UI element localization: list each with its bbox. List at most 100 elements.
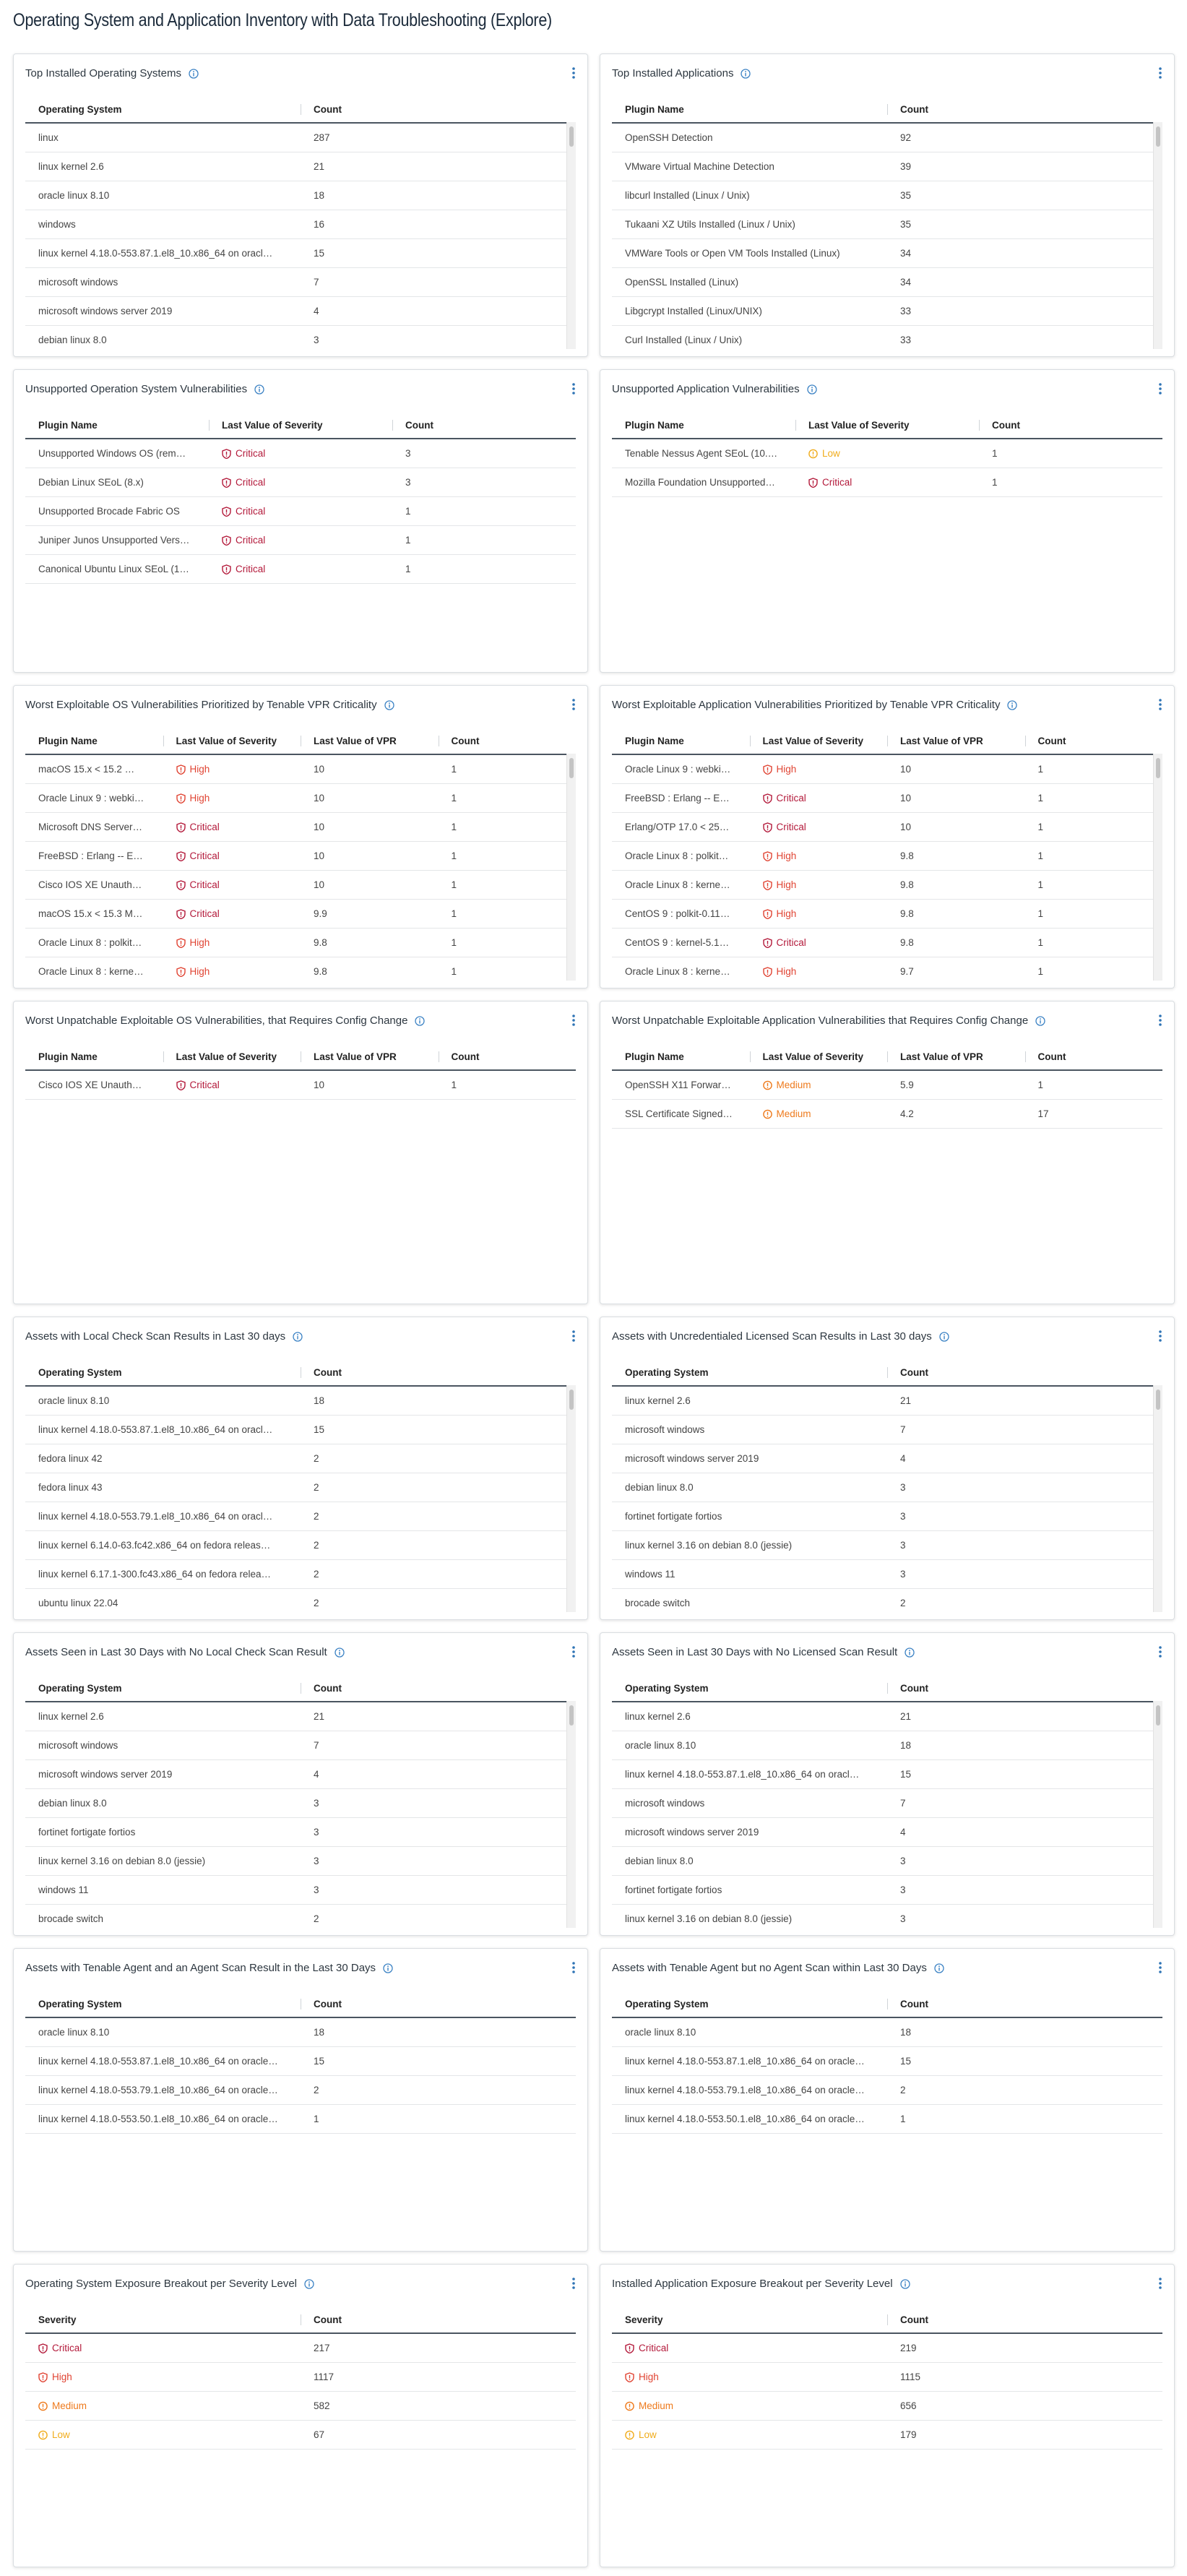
info-icon[interactable] xyxy=(384,699,394,710)
panel-menu[interactable] xyxy=(1155,66,1165,80)
table-header: Operating System Count xyxy=(25,96,576,124)
panel-menu[interactable] xyxy=(1155,1013,1165,1028)
cell-text: 3 xyxy=(405,448,411,459)
table-cell: 2 xyxy=(301,1482,576,1493)
column-header: Count xyxy=(1024,1051,1163,1062)
panel-menu[interactable] xyxy=(569,2276,579,2291)
info-icon[interactable] xyxy=(254,384,264,395)
cell-text: microsoft windows xyxy=(38,277,118,288)
column-header: Count xyxy=(887,2314,1162,2325)
cell-text: 5.9 xyxy=(900,1080,914,1090)
scrollbar-thumb[interactable] xyxy=(569,126,574,147)
table-row: Tenable Nessus Agent SEoL (10.… Low 1 xyxy=(612,439,1162,468)
info-icon[interactable] xyxy=(334,1647,345,1658)
table-cell: 3 xyxy=(301,1856,576,1866)
table-cell: 9.7 xyxy=(887,966,1025,977)
severity-label: Critical xyxy=(822,477,853,488)
info-icon[interactable] xyxy=(1035,1015,1045,1026)
table-row: windows 11 3 xyxy=(612,1560,1162,1589)
table-cell: Tukaani XZ Utils Installed (Linux / Unix… xyxy=(612,219,887,230)
info-icon[interactable] xyxy=(293,1331,303,1342)
scrollbar-thumb[interactable] xyxy=(569,1705,574,1726)
panel-menu[interactable] xyxy=(569,66,579,80)
panel-menu[interactable] xyxy=(569,1960,579,1975)
cell-text: 15 xyxy=(900,2056,912,2067)
scrollbar-thumb[interactable] xyxy=(1156,758,1160,778)
table-header: Plugin Name Count xyxy=(612,96,1162,124)
scrollbar[interactable] xyxy=(566,1701,576,1928)
cell-text: 3 xyxy=(900,1482,906,1493)
panel-menu[interactable] xyxy=(1155,1645,1165,1659)
scrollbar-thumb[interactable] xyxy=(1156,1390,1160,1410)
panel: Assets with Tenable Agent and an Agent S… xyxy=(13,1948,588,2252)
info-icon[interactable] xyxy=(383,1963,393,1973)
table-cell: 1 xyxy=(439,1080,577,1090)
table-row: Debian Linux SEoL (8.x) Critical 3 xyxy=(25,468,576,497)
panel-menu[interactable] xyxy=(569,697,579,712)
table-cell: 9.8 xyxy=(887,850,1025,861)
scrollbar-thumb[interactable] xyxy=(1156,1705,1160,1726)
table-cell: Low xyxy=(25,2429,301,2440)
table-cell: Critical xyxy=(209,535,392,546)
info-icon[interactable] xyxy=(899,2278,910,2289)
panel-menu[interactable] xyxy=(569,1329,579,1343)
table-header: Plugin Name Last Value of Severity Last Va… xyxy=(25,1043,576,1071)
info-icon[interactable] xyxy=(934,1963,944,1973)
info-icon[interactable] xyxy=(939,1331,949,1342)
scrollbar[interactable] xyxy=(566,122,576,349)
cell-text: 2 xyxy=(314,1511,319,1522)
panel-menu[interactable] xyxy=(569,382,579,396)
table-row: Oracle Linux 8 : kerne… High 9.8 1 xyxy=(25,957,576,981)
info-icon[interactable] xyxy=(1007,699,1018,710)
scrollbar[interactable] xyxy=(566,1385,576,1612)
info-icon[interactable] xyxy=(189,68,199,79)
panel-title: Worst Unpatchable Exploitable OS Vulnera… xyxy=(25,1015,426,1027)
column-header: Count xyxy=(301,1682,576,1694)
info-icon[interactable] xyxy=(806,384,817,395)
table-cell: debian linux 8.0 xyxy=(612,1856,887,1866)
scrollbar[interactable] xyxy=(1153,754,1162,981)
info-icon[interactable] xyxy=(905,1647,915,1658)
cell-text: 2 xyxy=(900,2085,906,2095)
panel-grid: Top Installed Operating Systems Operating… xyxy=(13,53,1175,2567)
panel-menu[interactable] xyxy=(1155,1960,1165,1975)
panel-menu[interactable] xyxy=(1155,1329,1165,1343)
panel-title: Assets Seen in Last 30 Days with No Lice… xyxy=(612,1646,915,1658)
scrollbar[interactable] xyxy=(566,754,576,981)
panel-menu[interactable] xyxy=(1155,382,1165,396)
severity-icon xyxy=(222,535,231,546)
table-row: fortinet fortigate fortios 3 xyxy=(612,1876,1162,1905)
cell-text: debian linux 8.0 xyxy=(625,1856,694,1866)
table-cell: linux kernel 2.6 xyxy=(612,1395,887,1406)
severity-icon xyxy=(625,2343,634,2353)
cell-text: 18 xyxy=(900,2027,912,2038)
scrollbar[interactable] xyxy=(1153,1701,1162,1928)
column-header: Count xyxy=(887,1682,1162,1694)
severity-label: High xyxy=(776,850,797,861)
cell-text: 1 xyxy=(992,477,998,488)
scrollbar[interactable] xyxy=(1153,122,1162,349)
table-cell: High xyxy=(612,2372,887,2382)
scrollbar-thumb[interactable] xyxy=(1156,126,1160,147)
panel-menu[interactable] xyxy=(569,1013,579,1028)
scrollbar-thumb[interactable] xyxy=(569,1390,574,1410)
column-header: Last Value of Severity xyxy=(795,419,979,431)
panel-menu[interactable] xyxy=(1155,697,1165,712)
table-cell: 3 xyxy=(887,1540,1162,1551)
panel: Worst Exploitable OS Vulnerabilities Pri… xyxy=(13,685,588,988)
cell-text: OpenSSH Detection xyxy=(625,132,713,143)
panel-menu[interactable] xyxy=(1155,2276,1165,2291)
table-cell: 1 xyxy=(1025,937,1163,948)
cell-text: 3 xyxy=(314,1798,319,1809)
info-icon[interactable] xyxy=(304,2278,314,2289)
scrollbar[interactable] xyxy=(1153,1385,1162,1612)
scrollbar-thumb[interactable] xyxy=(569,758,574,778)
table-cell: ubuntu linux 22.04 xyxy=(25,1598,301,1608)
table-cell: linux kernel 2.6 xyxy=(25,1711,301,1722)
info-icon[interactable] xyxy=(415,1015,426,1026)
panel: Installed Application Exposure Breakout … xyxy=(600,2264,1175,2567)
cell-text: 4.2 xyxy=(900,1108,914,1119)
info-icon[interactable] xyxy=(741,68,751,79)
panel-menu[interactable] xyxy=(569,1645,579,1659)
table-cell: fedora linux 42 xyxy=(25,1453,301,1464)
